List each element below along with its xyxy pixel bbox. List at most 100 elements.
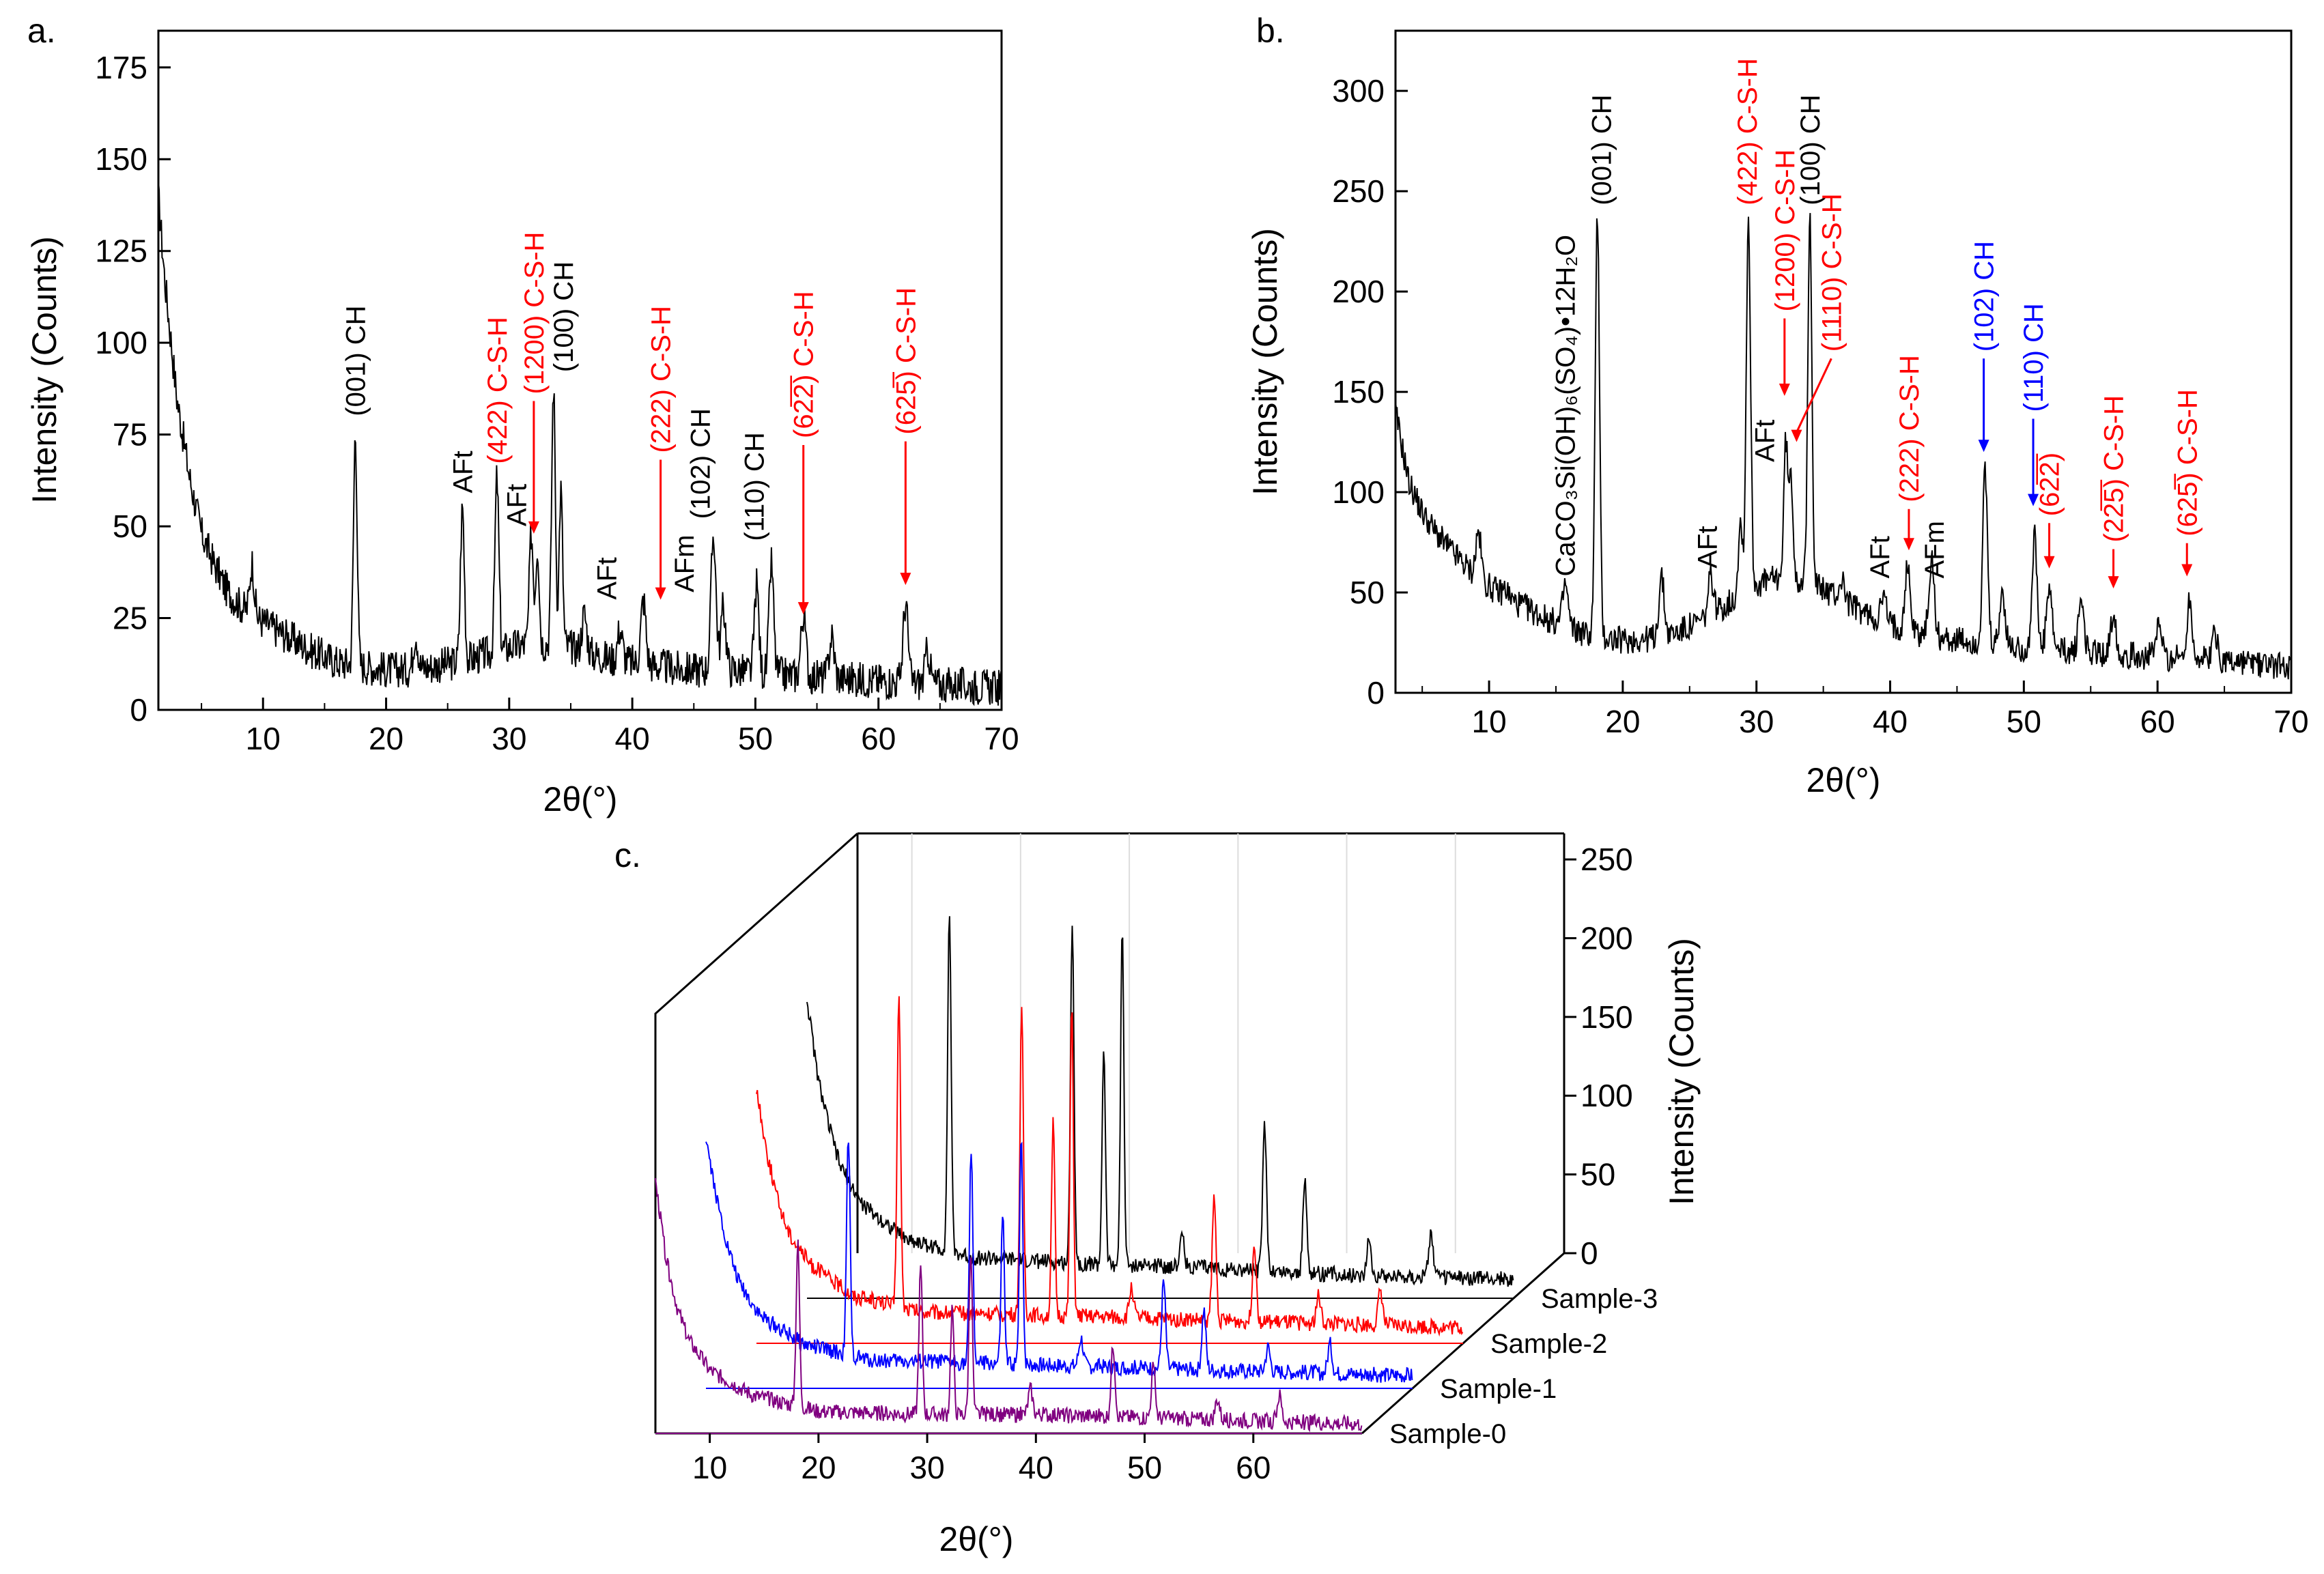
x-tick-label: 60	[1236, 1450, 1271, 1485]
peak-label: (1110) C-S-H	[1817, 193, 1847, 352]
y-tick-label: 200	[1332, 274, 1385, 309]
peak-label: (62̅2̅)	[2035, 453, 2065, 516]
x-tick-label: 40	[1019, 1450, 1053, 1485]
y-tick-label: 175	[95, 50, 147, 85]
peak-label: (102) CH	[685, 408, 715, 519]
panel-c-x-ticks: 10 20 30 40 50 60	[692, 1433, 1271, 1485]
panel-b-letter: b.	[1256, 12, 1285, 50]
panel-c-legend: Sample-0 Sample-1 Sample-2 Sample-3	[1389, 1284, 1658, 1449]
series-line-pattern	[158, 182, 1002, 706]
peak-label: (100) CH	[1796, 94, 1826, 205]
peak-label: AFt	[502, 484, 533, 526]
panel-b-x-label: 2θ(°)	[1806, 761, 1881, 799]
y-tick-label: 0	[130, 692, 147, 728]
x-tick-label: 10	[1471, 704, 1506, 739]
arrowhead	[2181, 564, 2193, 577]
annotation-arrow	[1796, 358, 1832, 433]
panel-a-letter: a.	[27, 12, 56, 50]
x-tick-label: 50	[1127, 1450, 1162, 1485]
arrowhead	[2028, 493, 2039, 506]
peak-label: (102) CH	[1970, 241, 2000, 352]
y-tick-label: 75	[113, 417, 147, 453]
panel-a-chart: a. 10 20 30 40 50 60 70 0 25 50 75 100 125 150 175 (0…	[25, 12, 1019, 818]
x-tick-label: 30	[492, 721, 526, 756]
peak-label: AFt	[448, 450, 478, 493]
legend-label-Sample-0: Sample-0	[1389, 1419, 1506, 1449]
box-left-edge	[654, 832, 858, 1433]
panel-a-y-label: Intensity (Counts)	[25, 236, 63, 504]
panel-b-chart: b. 10 20 30 40 50 60 70 0 50 100 150 200 250 300 CaC…	[1246, 12, 2309, 799]
panel-a-x-label: 2θ(°)	[543, 780, 618, 818]
peak-label: CaCO₃Si(OH)₆(SO₄)•12H₂O	[1551, 235, 1581, 577]
y-tick-label: 150	[95, 141, 147, 177]
x-tick-label: 20	[1605, 704, 1640, 739]
peak-label: AFt	[1692, 526, 1723, 569]
arrowhead	[528, 521, 539, 534]
peak-label: (1200) C-S-H	[520, 232, 550, 395]
y-tick-label: 100	[95, 325, 147, 360]
panel-b-y-label: Intensity (Counts)	[1246, 228, 1284, 496]
peak-label: (222) C-S-H	[1895, 355, 1925, 502]
panel-c-letter: c.	[614, 836, 641, 874]
panel-c-z-label: Intensity (Counts)	[1662, 938, 1701, 1205]
x-tick-label: 20	[369, 721, 403, 756]
y-tick-label: 150	[1332, 374, 1385, 410]
panel-c-x-label: 2θ(°)	[939, 1520, 1014, 1558]
legend-label-Sample-3: Sample-3	[1541, 1284, 1658, 1314]
peak-label: (110) CH	[2019, 303, 2049, 412]
peak-label: AFt	[592, 557, 622, 599]
peak-label: AFt	[1865, 536, 1895, 578]
peak-label: (1200) C-S-H	[1770, 149, 1800, 312]
arrowhead	[900, 573, 911, 586]
panel-a-x-ticks: 10 20 30 40 50 60 70	[201, 698, 1019, 756]
x-tick-label: 60	[2140, 704, 2175, 739]
y-tick-label: 300	[1332, 73, 1385, 109]
panel-b-frame	[1394, 29, 2293, 694]
series-line-Sample-0	[655, 1177, 1363, 1433]
series-line-pattern	[1395, 213, 2291, 680]
panel-a-frame	[157, 29, 1003, 711]
x-tick-label: 70	[984, 721, 1019, 756]
y-tick-label: 50	[113, 509, 147, 544]
x-tick-label: 30	[1739, 704, 1774, 739]
peak-label: (422) C-S-H	[483, 317, 513, 464]
arrowhead	[2108, 576, 2119, 589]
peak-label: (625̅) C-S-H	[2172, 389, 2202, 536]
peak-label: (625̅) C-S-H	[891, 287, 921, 435]
panel-c-series	[655, 916, 1514, 1434]
z-tick-label: 150	[1581, 999, 1633, 1035]
y-tick-label: 25	[113, 601, 147, 636]
peak-label: (422) C-S-H	[1733, 58, 1763, 205]
panel-b-x-ticks: 10 20 30 40 50 60 70	[1421, 681, 2309, 739]
z-tick-label: 0	[1581, 1235, 1598, 1271]
peak-label: (001) CH	[341, 305, 371, 416]
peak-label: (110) CH	[740, 432, 770, 541]
z-tick-label: 100	[1581, 1078, 1633, 1113]
peak-label: (62̅2̅) C-S-H	[789, 291, 819, 438]
x-tick-label: 40	[1873, 704, 1908, 739]
legend-label-Sample-1: Sample-1	[1440, 1374, 1557, 1404]
arrowhead	[1978, 440, 1989, 453]
x-tick-label: 30	[909, 1450, 944, 1485]
panel-c-z-ticks: 0 50 100 150 200 250	[1564, 842, 1633, 1271]
z-tick-label: 250	[1581, 842, 1633, 877]
peak-label: AFt	[1750, 420, 1780, 462]
panel-b-annotations: CaCO₃Si(OH)₆(SO₄)•12H₂O(001) CH AFt (422) …	[1551, 58, 2202, 589]
panel-a-y-ticks: 0 25 50 75 100 125 150 175	[95, 50, 171, 728]
peak-label: (222) C-S-H	[647, 306, 677, 453]
z-tick-label: 50	[1581, 1157, 1615, 1192]
arrowhead	[1903, 538, 1914, 551]
y-tick-label: 250	[1332, 173, 1385, 209]
series-line-Sample-1	[705, 1141, 1413, 1383]
y-tick-label: 50	[1350, 575, 1385, 610]
peak-label: (100) CH	[549, 261, 579, 372]
peak-label: AFm	[670, 534, 700, 592]
x-tick-label: 50	[738, 721, 773, 756]
x-tick-label: 60	[861, 721, 896, 756]
y-tick-label: 0	[1367, 675, 1385, 711]
arrowhead	[2043, 556, 2055, 569]
x-tick-label: 10	[246, 721, 281, 756]
x-tick-label: 40	[615, 721, 650, 756]
x-tick-label: 20	[801, 1450, 836, 1485]
